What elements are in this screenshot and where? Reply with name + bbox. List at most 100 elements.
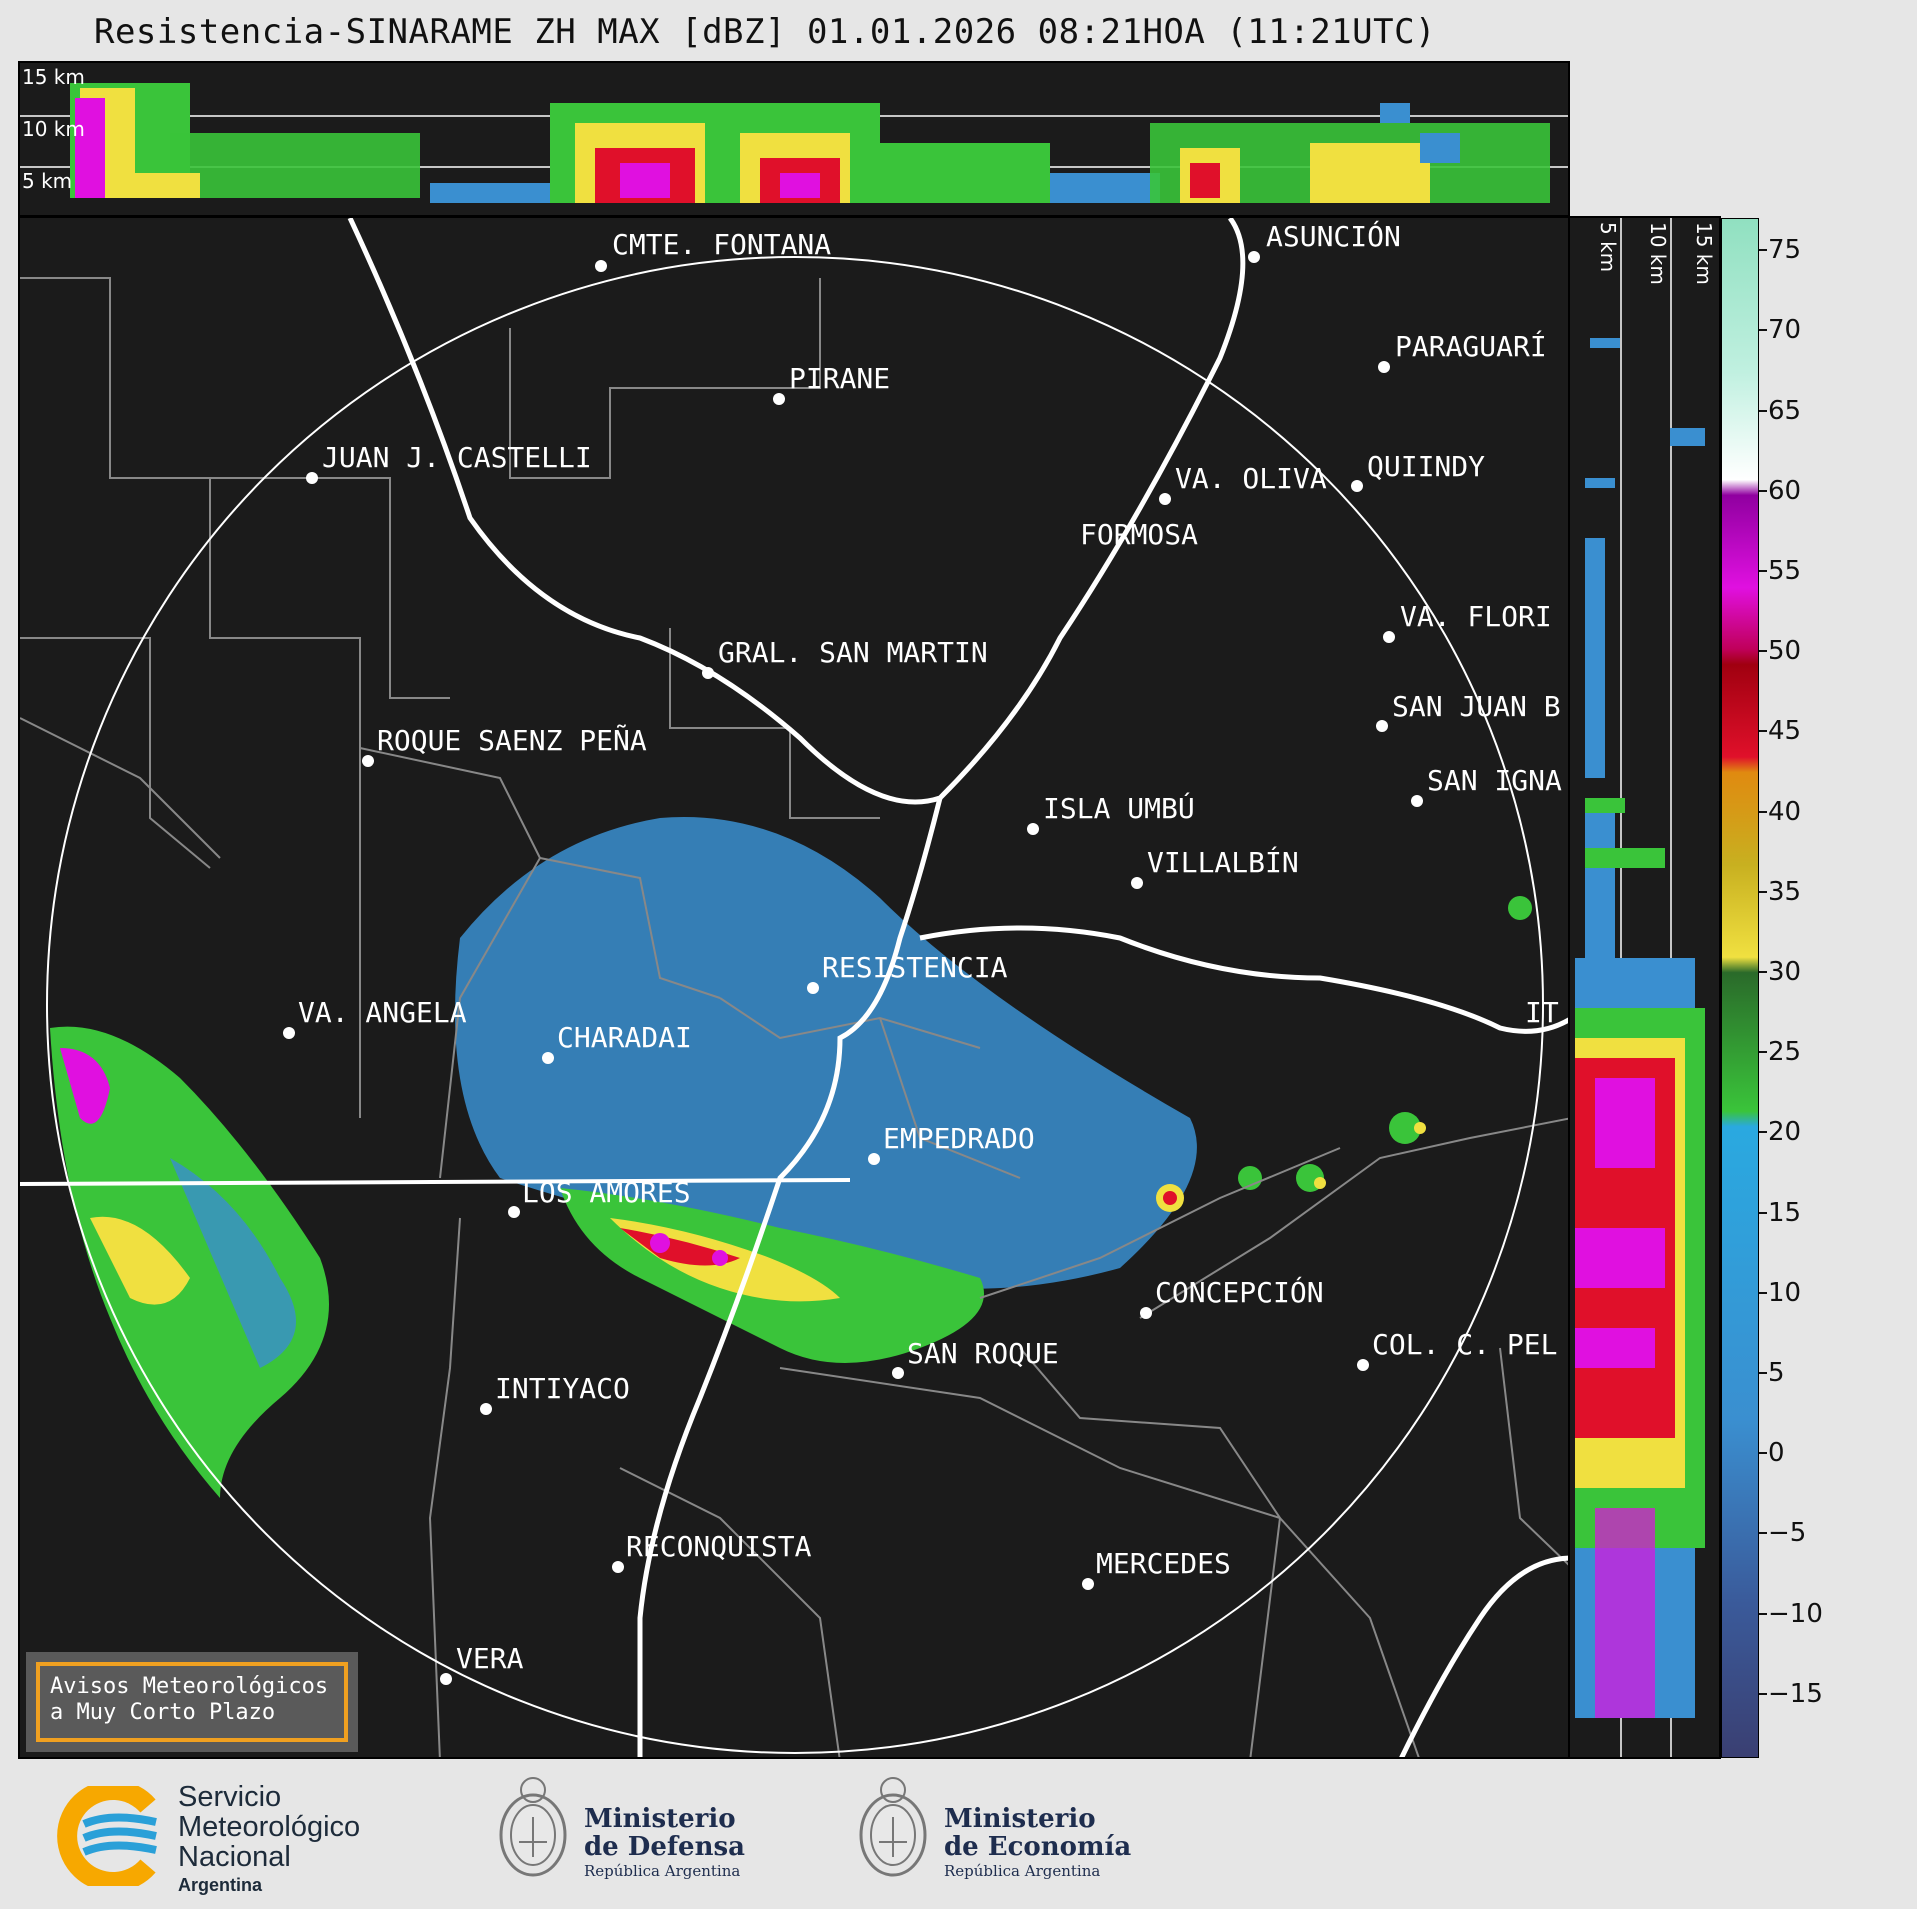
map-title: Resistencia-SINARAME ZH MAX [dBZ] 01.01.… — [93, 12, 1437, 52]
defensa-line1: Ministerio — [584, 1804, 736, 1834]
colorbar-tick-label: 55 — [1768, 555, 1802, 586]
city-label-charadai: CHARADAI — [557, 1021, 692, 1054]
defensa-sub: República Argentina — [584, 1862, 741, 1880]
city-dot-va-angela — [283, 1027, 295, 1039]
city-label-san-juan-b: SAN JUAN B — [1392, 690, 1561, 723]
city-dot-charadai — [542, 1052, 554, 1064]
colorbar-tick-mark — [1759, 890, 1767, 893]
city-label-villalbin: VILLALBÍN — [1147, 846, 1299, 879]
storm-band-west — [50, 1026, 329, 1498]
colorbar-tick-label: 65 — [1768, 395, 1802, 426]
radar-map[interactable] — [18, 216, 1570, 1759]
colorbar-tick-label: 45 — [1768, 716, 1802, 747]
city-label-pirane: PIRANE — [789, 362, 891, 395]
side-altitude-label-5: 5 km — [1596, 222, 1620, 273]
side-cross-section-echoes — [1575, 218, 1705, 1757]
avisos-line1: Avisos Meteorológicos — [50, 1674, 329, 1699]
city-label-va-flori: VA. FLORI — [1400, 600, 1552, 633]
colorbar-tick-mark — [1759, 1211, 1767, 1214]
range-ring-circle — [46, 256, 1544, 1754]
city-dot-cmte-fontana — [595, 260, 607, 272]
side-altitude-label-15: 15 km — [1692, 222, 1716, 285]
colorbar-tick-mark — [1759, 1051, 1767, 1054]
economia-sub: República Argentina — [944, 1862, 1101, 1880]
colorbar-tick-mark — [1759, 650, 1767, 653]
city-label-paraguari: PARAGUARÍ — [1395, 330, 1547, 363]
city-dot-quiindy — [1351, 480, 1363, 492]
city-label-cmte-fontana: CMTE. FONTANA — [612, 228, 832, 261]
economia-text: Ministerio de Economía República Argenti… — [944, 1805, 1131, 1881]
border-line — [20, 1178, 851, 1186]
city-label-va-angela: VA. ANGELA — [298, 996, 467, 1029]
city-label-empedrado: EMPEDRADO — [883, 1122, 1035, 1155]
weak-echo-area — [455, 817, 1197, 1289]
smn-line2: Meteorológico — [178, 1811, 361, 1843]
admin-borders — [20, 277, 1568, 1757]
colorbar-tick-label: 0 — [1768, 1438, 1785, 1469]
city-label-va-oliva: VA. OLIVA — [1175, 462, 1327, 495]
city-label-gral-san-martin: GRAL. SAN MARTIN — [718, 636, 988, 669]
city-label-resistencia: RESISTENCIA — [822, 951, 1008, 984]
city-dot-col-c-pel — [1357, 1359, 1369, 1371]
city-dot-empedrado — [868, 1153, 880, 1165]
colorbar-tick-label: −15 — [1768, 1678, 1823, 1709]
city-dot-resistencia — [807, 982, 819, 994]
city-label-los-amores: LOS AMORES — [522, 1176, 691, 1209]
city-label-concepcion: CONCEPCIÓN — [1155, 1276, 1324, 1309]
defensa-line2: de Defensa — [584, 1832, 745, 1862]
economia-line2: de Economía — [944, 1832, 1132, 1862]
city-label-san-roque: SAN ROQUE — [907, 1337, 1059, 1370]
colorbar-tick-label: 70 — [1768, 315, 1802, 346]
city-label-reconquista: RECONQUISTA — [626, 1530, 812, 1563]
side-cross-section-panel: 5 km 10 km 15 km — [1568, 216, 1721, 1759]
colorbar-tick-mark — [1759, 1131, 1767, 1134]
colorbar-tick-label: 50 — [1768, 636, 1802, 667]
city-dot-pirane — [773, 393, 785, 405]
city-label-intiyaco: INTIYACO — [495, 1372, 630, 1405]
colorbar-tick-label: 35 — [1768, 876, 1802, 907]
top-altitude-label-15: 15 km — [22, 65, 85, 89]
city-dot-roque-saenz-pena — [362, 755, 374, 767]
city-dot-san-roque — [892, 1367, 904, 1379]
colorbar-tick-label: 15 — [1768, 1197, 1802, 1228]
city-label-roque-saenz-pena: ROQUE SAENZ PEÑA — [377, 724, 647, 757]
colorbar-tick-mark — [1759, 409, 1767, 412]
city-dot-san-juan-b — [1376, 720, 1388, 732]
city-dot-intiyaco — [480, 1403, 492, 1415]
city-dot-los-amores — [508, 1206, 520, 1218]
colorbar-tick-mark — [1759, 1612, 1767, 1615]
city-dot-concepcion — [1140, 1307, 1152, 1319]
smn-logo-icon — [57, 1786, 157, 1886]
smn-country: Argentina — [178, 1875, 263, 1895]
colorbar-tick-mark — [1759, 1291, 1767, 1294]
avisos-box[interactable]: Avisos Meteorológicos a Muy Corto Plazo — [26, 1652, 358, 1752]
colorbar-tick-label: 5 — [1768, 1358, 1785, 1388]
side-altitude-label-10: 10 km — [1646, 222, 1670, 285]
city-label-it: IT — [1525, 996, 1559, 1029]
city-dot-isla-umbu — [1027, 823, 1039, 835]
colorbar-tick-mark — [1759, 1452, 1767, 1455]
colorbar-tick-mark — [1759, 1692, 1767, 1695]
defensa-coat-of-arms-icon — [499, 1777, 567, 1877]
colorbar-tick-mark — [1759, 810, 1767, 813]
economia-line1: Ministerio — [944, 1804, 1096, 1834]
colorbar-tick-mark — [1759, 489, 1767, 492]
colorbar-tick-label: −10 — [1768, 1598, 1823, 1629]
city-label-juan-j-castelli: JUAN J. CASTELLI — [322, 441, 592, 474]
colorbar-tick-mark — [1759, 1532, 1767, 1535]
city-dot-san-igna — [1411, 795, 1423, 807]
colorbar-tick-label: 30 — [1768, 956, 1802, 987]
radar-map-canvas — [20, 218, 1568, 1757]
city-dot-mercedes — [1082, 1578, 1094, 1590]
top-altitude-label-10: 10 km — [22, 117, 85, 141]
colorbar-tick-label: −5 — [1768, 1518, 1807, 1549]
colorbar-tick-mark — [1759, 569, 1767, 572]
top-altitude-label-5: 5 km — [22, 169, 73, 193]
defensa-text: Ministerio de Defensa República Argentin… — [584, 1805, 745, 1881]
city-label-san-igna: SAN IGNA — [1427, 764, 1562, 797]
smn-line1: Servicio — [178, 1781, 282, 1813]
city-dot-vera — [440, 1673, 452, 1685]
city-dot-asuncion — [1248, 251, 1260, 263]
city-label-col-c-pel: COL. C. PEL — [1372, 1328, 1558, 1361]
avisos-line2: a Muy Corto Plazo — [50, 1700, 276, 1725]
